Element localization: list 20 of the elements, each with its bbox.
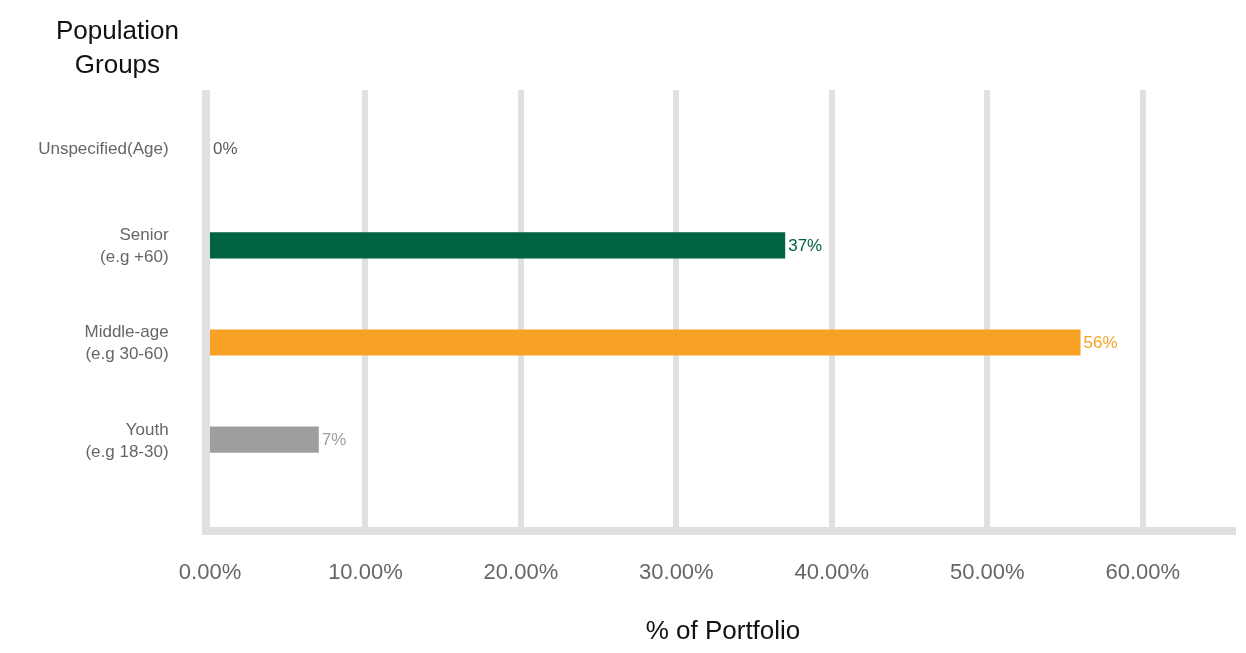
bar bbox=[210, 426, 319, 453]
y-axis-title: Population Groups bbox=[56, 15, 179, 79]
x-tick-label: 30.00% bbox=[639, 559, 714, 585]
x-tick-label: 40.00% bbox=[794, 559, 870, 585]
y-tick-label: Middle-age (e.g 30-60) bbox=[84, 322, 169, 364]
y-tick-label: Senior (e.g +60) bbox=[100, 225, 169, 267]
x-tick-label: 50.00% bbox=[949, 559, 1025, 585]
bar bbox=[210, 329, 1081, 356]
y-tick-label: Youth (e.g 18-30) bbox=[85, 419, 169, 461]
x-tick-label: 10.00% bbox=[328, 559, 403, 585]
data-label: 37% bbox=[788, 235, 823, 255]
x-tick-label: 20.00% bbox=[483, 559, 559, 585]
data-label: 7% bbox=[321, 430, 347, 450]
y-tick-label: Unspecified(Age) bbox=[38, 139, 169, 159]
data-label: 0% bbox=[213, 138, 238, 158]
x-tick-label: 60.00% bbox=[1105, 559, 1181, 585]
x-axis-title: % of Portfolio bbox=[645, 614, 801, 645]
bar bbox=[210, 232, 786, 259]
x-tick-label: 0.00% bbox=[178, 559, 242, 585]
data-label: 56% bbox=[1083, 332, 1118, 352]
